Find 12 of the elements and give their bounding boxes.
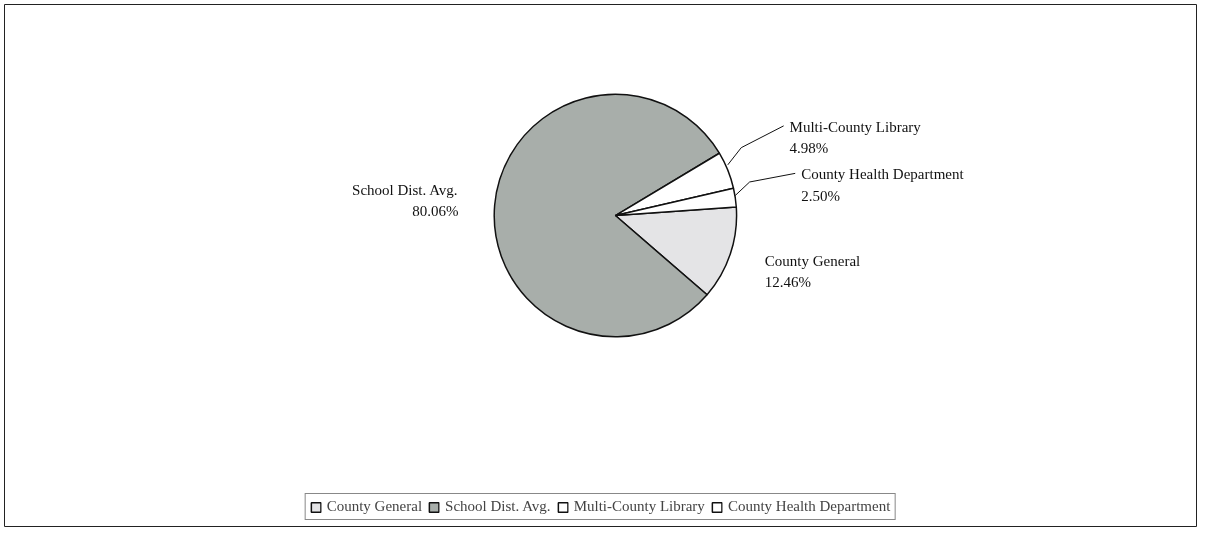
legend-label: Multi-County Library (573, 498, 705, 515)
data-label: 12.46% (764, 274, 812, 291)
slice-label: School Dist. Avg. (352, 182, 458, 199)
legend-label: County Health Department (727, 498, 891, 515)
slice-label: County Health Department (801, 166, 965, 183)
data-label: 4.98% (789, 140, 829, 157)
data-label: 80.06% (412, 203, 459, 220)
slice-label: County General (764, 253, 861, 270)
legend-label: School Dist. Avg. (445, 498, 551, 515)
slice-label: Multi-County Library (789, 118, 922, 135)
legend-label: County General (326, 498, 423, 515)
data-label: 2.50% (801, 187, 840, 204)
